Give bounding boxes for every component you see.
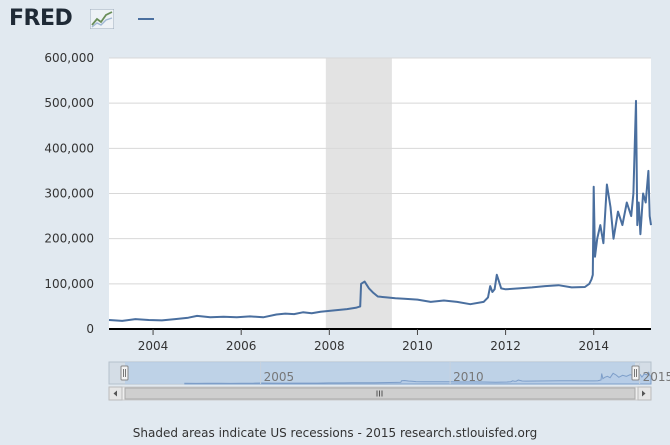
navigator-tick-label: 2015 (643, 370, 670, 384)
x-tick-label: 2004 (138, 339, 169, 353)
legend-series-swatch[interactable] (138, 18, 154, 20)
x-tick-label: 2014 (578, 339, 609, 353)
footer-caption: Shaded areas indicate US recessions - 20… (132, 426, 538, 440)
x-tick-label: 2010 (402, 339, 433, 353)
y-tick-label: 600,000 (44, 51, 94, 65)
range-navigator[interactable]: 2005 2010 2015 (0, 0, 670, 420)
y-tick-label: 200,000 (44, 232, 94, 246)
x-tick-label: 2012 (490, 339, 521, 353)
chart-line-icon (90, 9, 114, 29)
fred-header: FRED (0, 0, 670, 40)
chevron-right-icon (642, 390, 646, 397)
series-line-0[interactable] (108, 99, 652, 322)
x-tick-label: 2008 (314, 339, 345, 353)
y-tick-label: 400,000 (44, 141, 94, 155)
navigator-tick-label: 2005 (264, 370, 295, 384)
x-tick-label: 2006 (226, 339, 257, 353)
fred-logo[interactable]: FRED (9, 6, 73, 31)
y-tick-label: 0 (86, 322, 94, 336)
y-tick-label: 500,000 (44, 96, 94, 110)
navigator-tick-label: 2010 (453, 370, 484, 384)
chevron-left-icon (113, 390, 117, 397)
navigator-right-handle[interactable] (631, 365, 640, 381)
navigator-selected-range[interactable] (125, 362, 635, 384)
navigator-series-area-0 (184, 367, 652, 385)
main-chart: 0 100,000 200,000 300,000 400,000 500,000 600,… (44, 51, 652, 353)
y-tick-label: 100,000 (44, 277, 94, 291)
navigator-left-handle[interactable] (120, 365, 129, 381)
y-tick-label: 300,000 (44, 187, 94, 201)
